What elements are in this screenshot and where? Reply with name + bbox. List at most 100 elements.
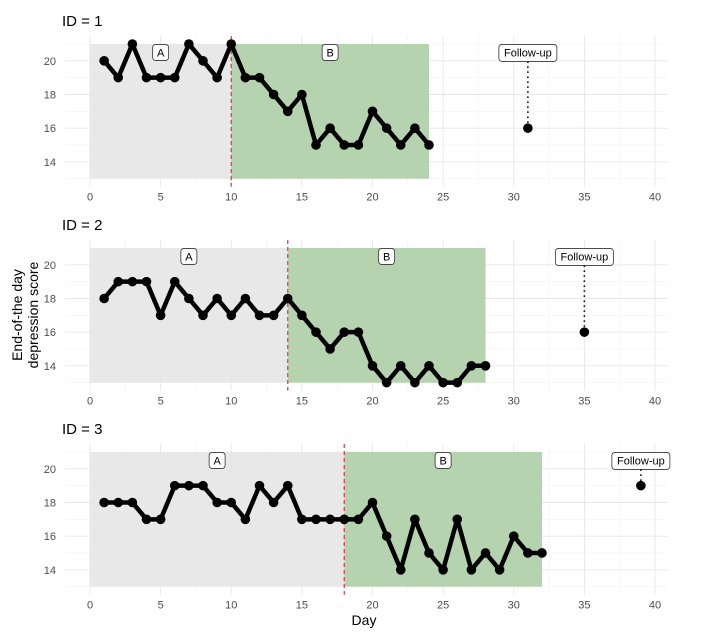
data-point: [113, 276, 124, 287]
followup-label-box: [498, 44, 558, 62]
data-point: [353, 140, 364, 150]
phase-b-region: [231, 44, 429, 179]
x-tick-label: 40: [649, 396, 661, 408]
panel-2: ID = 2 A B 14 16 18 20 0 5 10 15 20 25 30 35 40 Follow-u…: [44, 217, 668, 408]
followup-point: [579, 327, 590, 337]
x-tick-label: 35: [578, 600, 590, 612]
data-point: [353, 327, 364, 337]
x-tick-label: 20: [366, 600, 378, 612]
data-point: [297, 514, 307, 525]
phase-label-b: B: [383, 251, 390, 263]
data-point: [155, 72, 166, 83]
data-point: [367, 497, 378, 508]
x-tick-label: 0: [87, 192, 93, 204]
followup-label: Follow-up: [504, 47, 552, 59]
y-axis-label-line1: End-of-the day: [9, 269, 25, 361]
data-point: [297, 310, 307, 321]
data-point: [184, 480, 194, 491]
data-point: [212, 293, 222, 304]
data-point: [508, 531, 519, 541]
followup-label: Follow-up: [617, 455, 665, 467]
data-point: [325, 344, 335, 354]
x-tick-label: 0: [87, 600, 93, 612]
data-point: [494, 565, 505, 575]
phase-label-b: B: [326, 47, 333, 59]
data-point: [381, 531, 392, 541]
y-tick-label: 16: [44, 123, 56, 135]
y-tick-label: 18: [44, 89, 56, 101]
data-point: [99, 56, 109, 66]
x-tick-label: 35: [578, 192, 590, 204]
data-point: [311, 140, 321, 150]
data-point: [480, 548, 491, 558]
phase-label-box: [321, 44, 339, 61]
data-point: [169, 480, 180, 491]
data-point: [212, 72, 222, 83]
data-point: [466, 565, 477, 575]
data-point: [438, 377, 448, 388]
phase-label-box: [434, 452, 452, 469]
x-tick-label: 5: [158, 600, 164, 612]
y-tick-label: 14: [44, 565, 56, 577]
panel-3: ID = 3 A B 14 16 18 20 0 5 10 15 20 25 30 35 40 Follow-u…: [44, 421, 671, 612]
data-point: [155, 310, 166, 321]
data-point: [282, 480, 293, 491]
x-tick-label: 5: [158, 192, 164, 204]
data-point: [466, 361, 477, 371]
data-point: [395, 361, 406, 371]
data-point: [410, 123, 420, 133]
y-axis-label-line2: depression score: [25, 261, 41, 368]
phase-label-a: A: [185, 251, 193, 263]
data-point: [311, 327, 321, 337]
x-tick-label: 30: [508, 396, 520, 408]
followup-point: [523, 123, 533, 133]
followup-point: [636, 480, 646, 491]
x-tick-label: 20: [366, 396, 378, 408]
y-tick-label: 18: [44, 497, 56, 509]
x-tick-label: 40: [649, 192, 661, 204]
data-point: [127, 276, 138, 287]
data-point: [254, 310, 265, 321]
data-point: [395, 565, 406, 575]
data-point: [184, 293, 194, 304]
x-tick-label: 30: [508, 192, 520, 204]
data-point: [169, 72, 180, 83]
y-tick-label: 14: [44, 157, 56, 169]
x-tick-label: 40: [649, 600, 661, 612]
data-point: [198, 480, 208, 491]
data-point: [198, 56, 208, 66]
panel-title: ID = 1: [62, 13, 102, 30]
x-tick-label: 35: [578, 396, 590, 408]
data-point: [169, 276, 180, 287]
phase-label-box: [208, 452, 226, 469]
phase-b-region: [287, 248, 486, 383]
panel-1: ID = 1 A B 14 16 18 20 0 5 10 15 20 25 30 35 40 Follow-u…: [44, 13, 668, 204]
followup-label: Follow-up: [561, 251, 609, 263]
data-point: [381, 377, 392, 388]
y-tick-label: 18: [44, 293, 56, 305]
panel-title: ID = 2: [62, 217, 102, 234]
data-point: [226, 310, 237, 321]
data-point: [353, 514, 364, 525]
x-tick-label: 10: [225, 396, 237, 408]
data-point: [410, 514, 420, 525]
data-point: [184, 39, 194, 49]
data-point: [367, 361, 378, 371]
data-point: [198, 310, 208, 321]
data-point: [268, 497, 279, 508]
data-point: [523, 548, 533, 558]
panel-title: ID = 3: [62, 421, 102, 438]
y-tick-label: 20: [44, 464, 56, 476]
data-point: [113, 497, 124, 508]
data-point: [268, 310, 279, 321]
data-point: [282, 293, 293, 304]
x-tick-label: 10: [225, 192, 237, 204]
data-point: [240, 72, 251, 83]
data-point: [339, 140, 350, 150]
x-tick-label: 0: [87, 396, 93, 408]
data-point: [452, 377, 463, 388]
x-tick-label: 10: [225, 600, 237, 612]
y-tick-label: 20: [44, 260, 56, 272]
data-point: [254, 480, 265, 491]
